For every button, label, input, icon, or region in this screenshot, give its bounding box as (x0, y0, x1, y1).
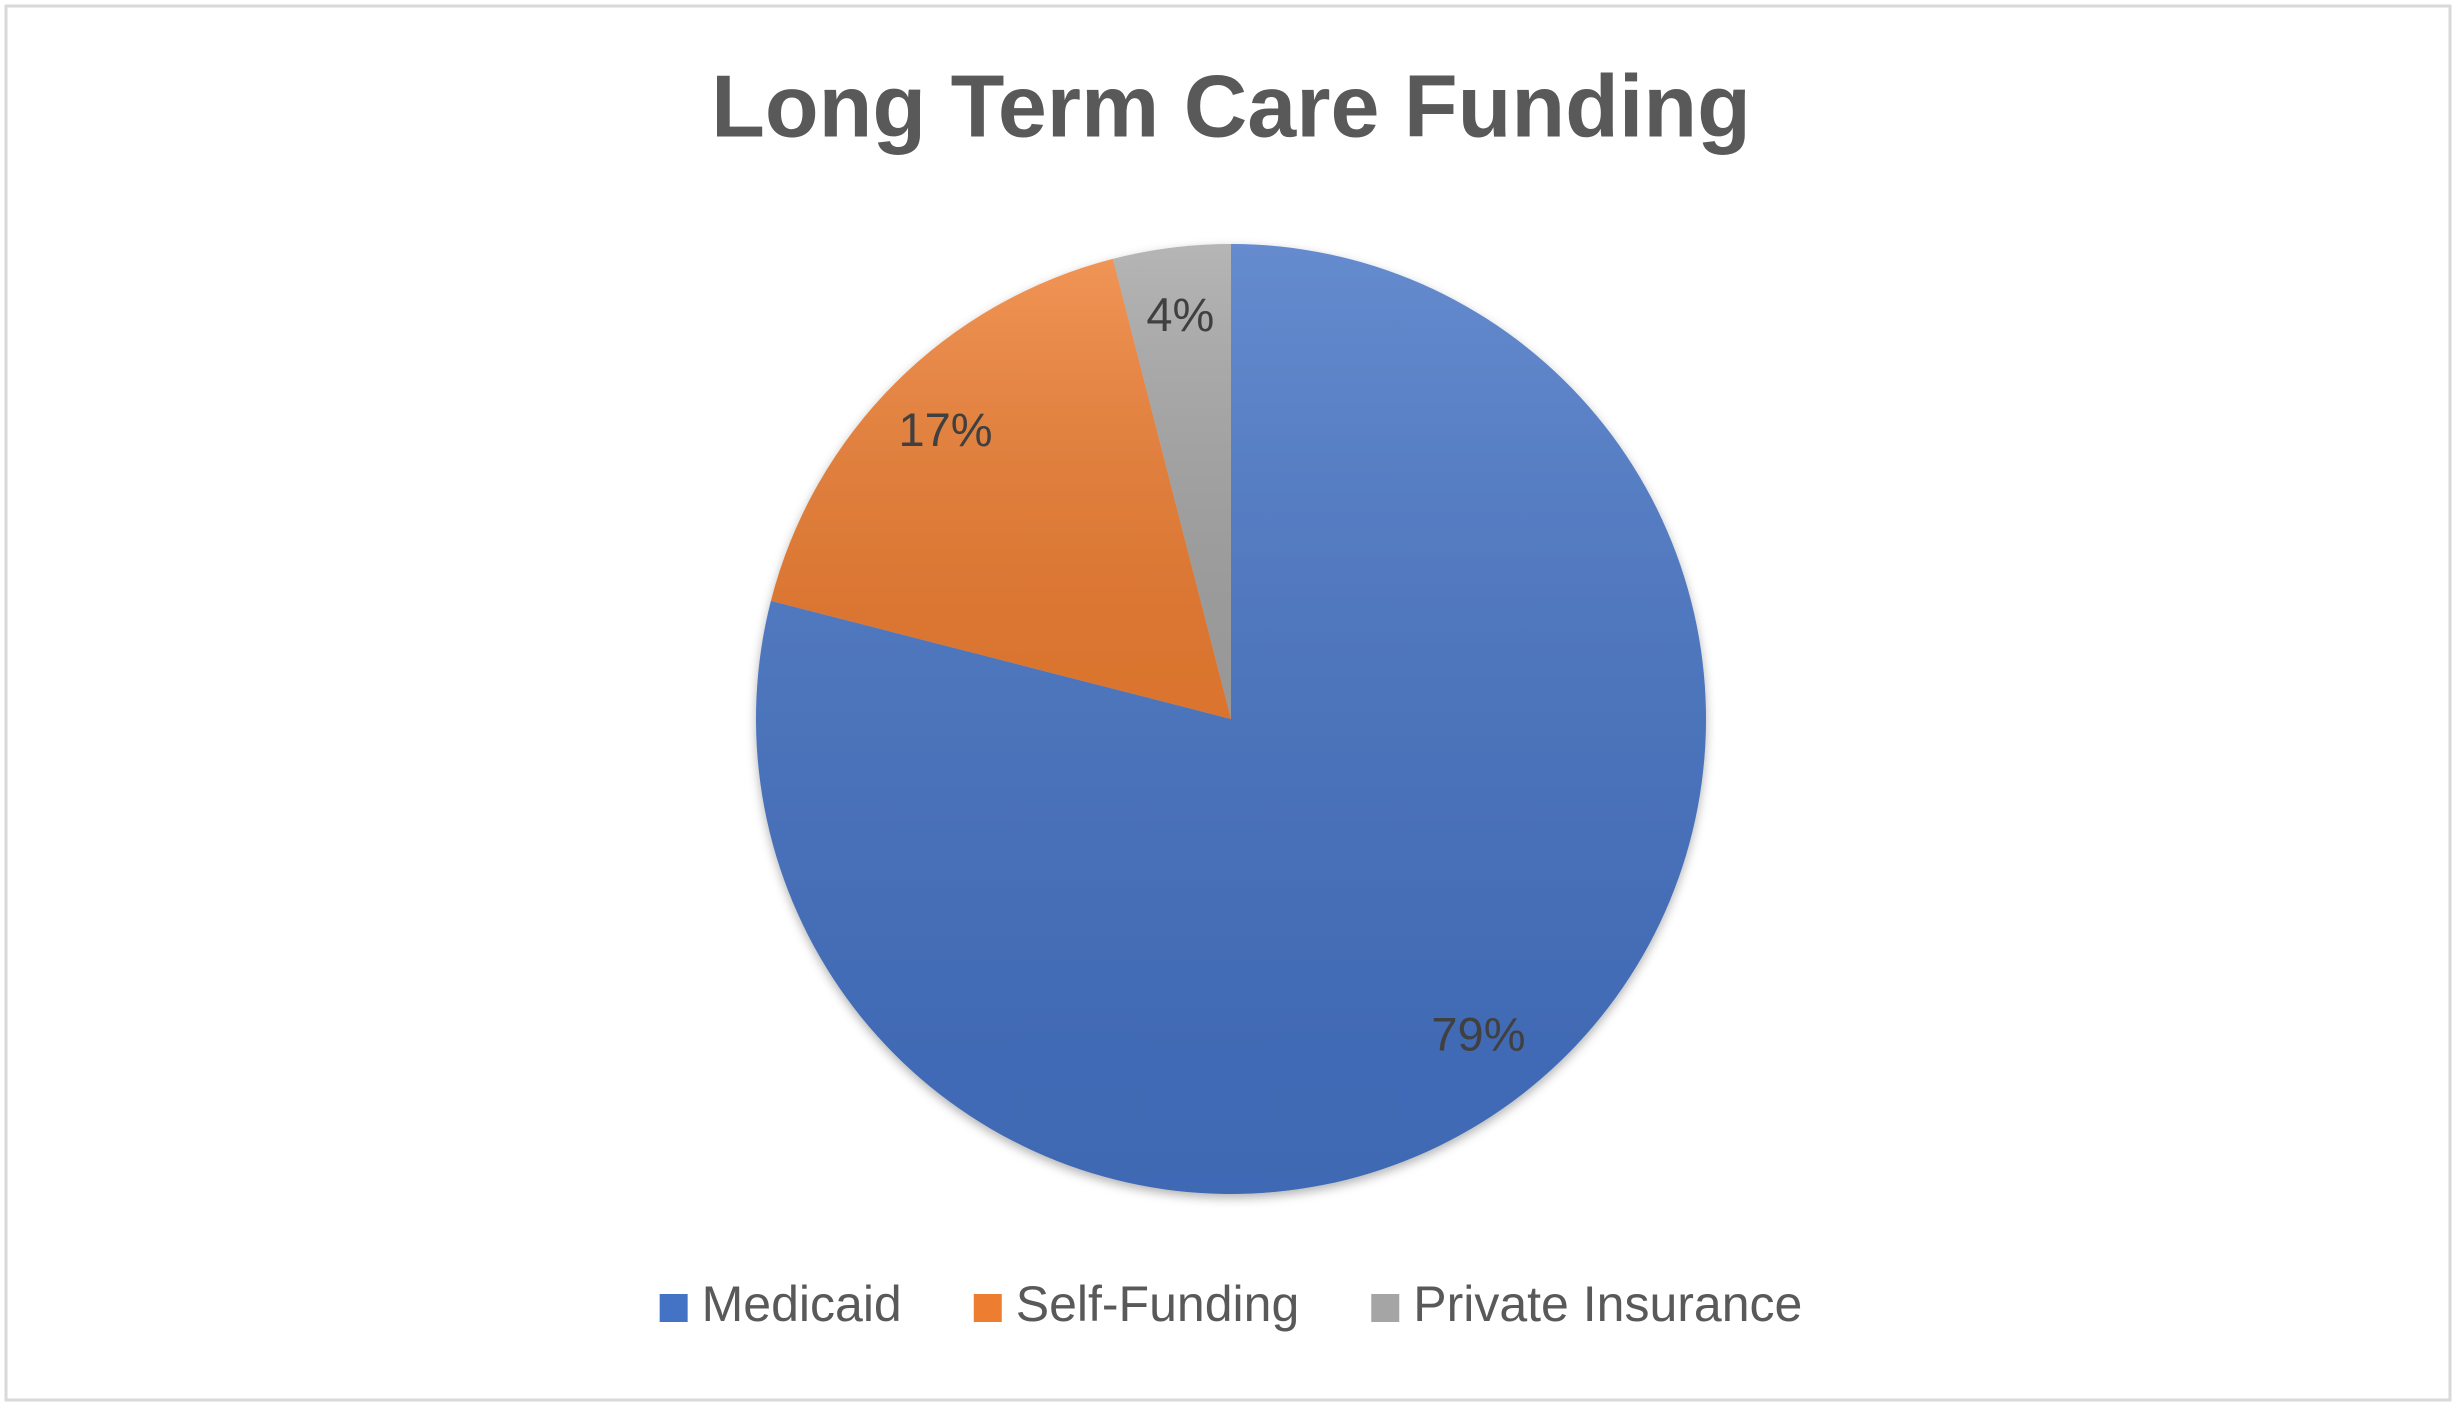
legend-swatch (659, 1294, 688, 1322)
chart-title: Long Term Care Funding (711, 56, 1751, 155)
pie (755, 244, 1706, 1194)
legend-label: Self-Funding (1016, 1276, 1300, 1332)
data-labels: 79% 17% 4% (898, 288, 1525, 1061)
slice-shade (770, 258, 1231, 719)
data-label: 17% (898, 403, 992, 456)
legend: Medicaid Self-Funding Private Insurance (659, 1276, 1802, 1332)
legend-swatch (973, 1294, 1002, 1322)
legend-swatch (1371, 1294, 1400, 1322)
data-label: 4% (1146, 288, 1214, 341)
legend-label: Medicaid (702, 1276, 902, 1332)
data-label: 79% (1431, 1007, 1525, 1060)
legend-label: Private Insurance (1413, 1276, 1802, 1332)
slice-shade (1112, 244, 1231, 719)
slice-shade (755, 244, 1706, 1194)
